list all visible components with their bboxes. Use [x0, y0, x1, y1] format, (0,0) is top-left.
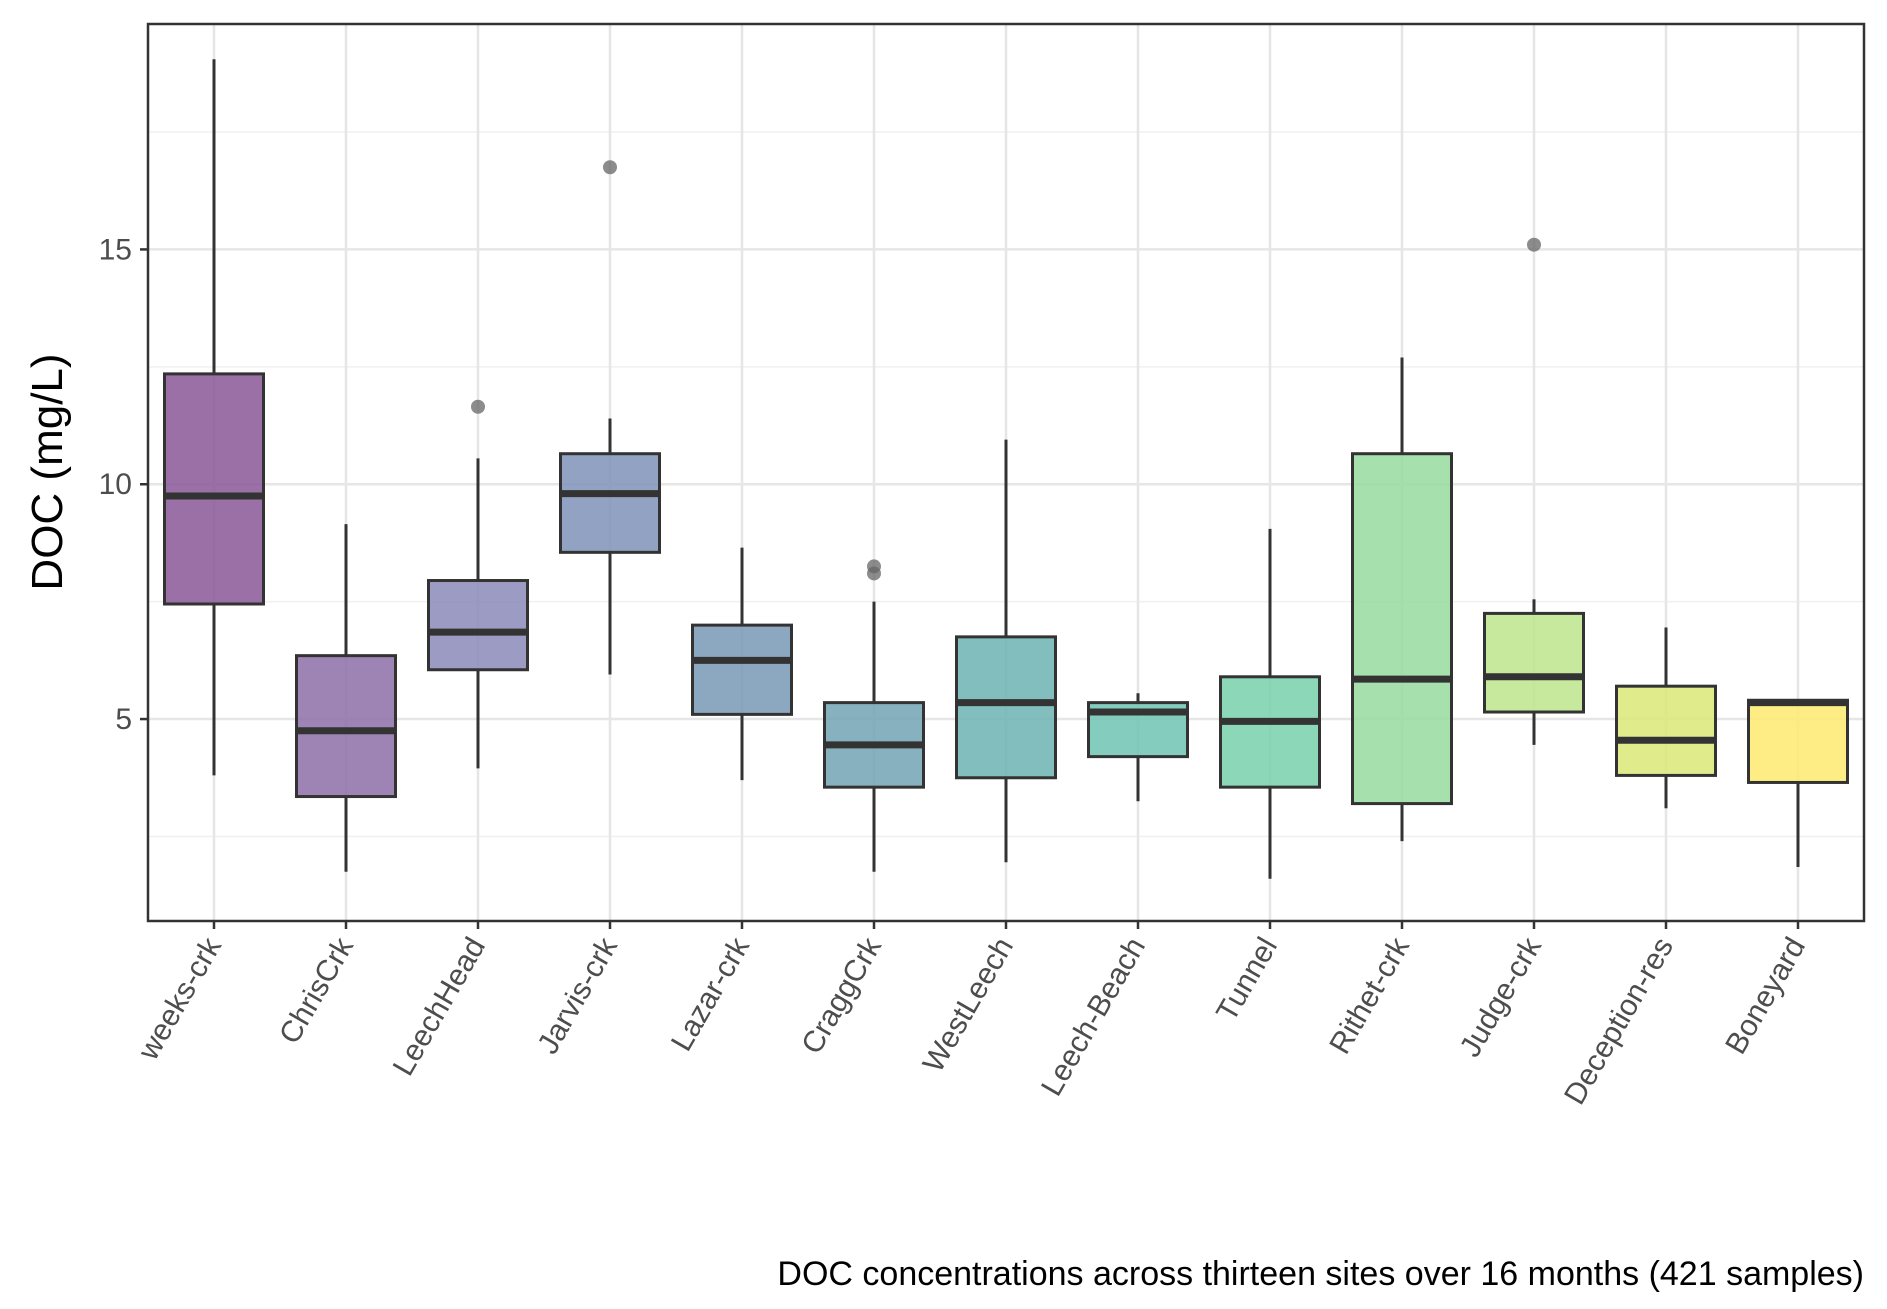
box-Lazar-crk: [691, 547, 793, 781]
box-Boneyard: [1747, 698, 1849, 867]
box-iqr: [691, 623, 793, 716]
x-tick-label: LeechHead: [387, 932, 492, 1081]
box-LeechHead: [427, 399, 529, 769]
x-tick-label: Rithet-crk: [1323, 931, 1416, 1060]
x-tick-label: Leech-Beach: [1035, 932, 1152, 1102]
y-tick-label: 5: [115, 703, 132, 736]
x-tick-label: CraggCrk: [795, 931, 888, 1060]
box-Deception-res: [1615, 627, 1717, 809]
x-tick-label: WestLeech: [917, 932, 1020, 1078]
box-iqr: [295, 654, 397, 799]
box-iqr: [427, 579, 529, 672]
box-WestLeech: [955, 439, 1057, 863]
x-tick-label: ChrisCrk: [273, 931, 360, 1049]
box-CraggCrk: [823, 559, 925, 872]
box-Rithet-crk: [1351, 357, 1453, 842]
x-tick-label: weeks-crk: [131, 931, 228, 1066]
box-iqr: [1747, 698, 1849, 784]
box-Jarvis-crk: [559, 160, 661, 675]
box-Leech-Beach: [1087, 693, 1189, 802]
y-axis: 5 10 15: [99, 233, 148, 736]
x-axis: weeks-crk ChrisCrk LeechHead Jarvis-crk Laza…: [131, 921, 1812, 1110]
x-tick-label: Jarvis-crk: [531, 931, 624, 1059]
box-weeks-crk: [163, 59, 265, 776]
y-tick-label: 15: [99, 233, 132, 266]
box-Tunnel: [1219, 528, 1321, 879]
x-tick-label: Deception-res: [1558, 932, 1680, 1110]
outlier-point: [1527, 237, 1541, 252]
box-ChrisCrk: [295, 524, 397, 872]
box-Judge-crk: [1483, 237, 1585, 745]
y-tick-label: 10: [99, 468, 132, 501]
chart-caption: DOC concentrations across thirteen sites…: [777, 1255, 1864, 1293]
box-series: [163, 59, 1849, 879]
y-axis-title: DOC (mg/L): [23, 353, 72, 590]
box-iqr: [1615, 684, 1717, 777]
box-iqr: [559, 452, 661, 554]
outlier-point: [603, 160, 617, 175]
outlier-point: [471, 399, 485, 414]
outlier-point: [867, 559, 881, 574]
x-tick-label: Lazar-crk: [665, 931, 757, 1057]
x-tick-label: Judge-crk: [1454, 931, 1549, 1062]
x-tick-label: Boneyard: [1719, 932, 1812, 1060]
x-tick-label: Tunnel: [1210, 932, 1284, 1027]
box-iqr: [955, 635, 1057, 780]
box-iqr: [1351, 452, 1453, 806]
box-iqr: [1483, 611, 1585, 714]
box-iqr: [1219, 675, 1321, 789]
box-iqr: [163, 372, 265, 606]
